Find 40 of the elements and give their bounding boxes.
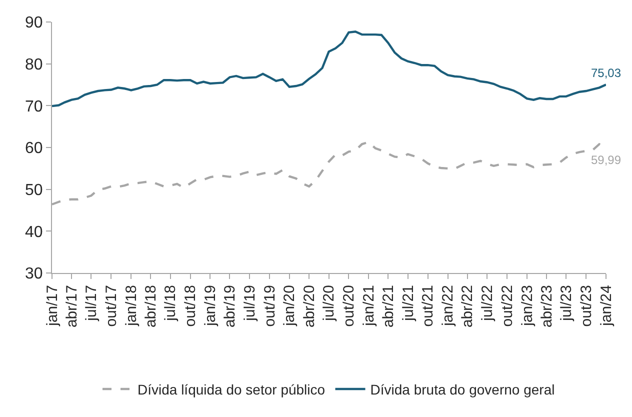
y-tick-label: 90 [25,14,43,32]
x-tick-label: jan/18 [122,285,140,327]
x-tick-label: jan/21 [360,285,378,327]
x-tick-label: jul/22 [478,285,496,322]
x-tick-label: abr/20 [300,285,318,328]
x-tick-label: jan/23 [518,285,536,327]
x-tick-label: jul/17 [83,285,100,322]
legend-label: Dívida bruta do governo geral [370,381,555,398]
x-tick-label: jul/19 [241,285,258,322]
x-tick-label: jan/17 [44,285,61,327]
x-tick-label: jan/20 [281,285,298,327]
y-tick-label: 80 [25,56,43,74]
y-tick-label: 40 [25,224,43,241]
y-tick-label: 30 [25,266,43,283]
x-tick-label: out/23 [578,285,595,327]
y-tick-label: 60 [25,140,43,158]
x-tick-label: jan/22 [440,285,457,327]
x-tick-label: abr/22 [459,285,476,328]
annotation: 75,03 [591,66,622,80]
x-tick-label: jan/19 [202,285,220,327]
x-tick-label: abr/23 [538,285,556,328]
legend-label: Dívida líquida do setor público [138,381,326,398]
x-tick-label: out/21 [420,285,437,327]
x-tick-label: jul/21 [400,285,417,322]
x-tick-label: jul/20 [320,285,338,322]
x-tick-label: jul/18 [162,285,180,322]
x-tick-label: out/22 [498,285,516,327]
y-tick-label: 50 [25,182,43,199]
x-tick-label: out/19 [261,285,278,327]
x-tick-label: abr/18 [142,285,160,328]
x-tick-label: out/20 [340,285,358,327]
x-tick-label: abr/21 [380,285,398,328]
x-tick-label: jul/23 [558,285,575,322]
x-tick-label: out/17 [103,285,120,327]
x-tick-label: abr/17 [63,285,80,328]
x-tick-label: abr/19 [222,285,239,328]
y-tick-label: 70 [25,98,43,116]
x-tick-label: out/18 [182,285,200,327]
annotation: 59,99 [591,153,622,167]
x-tick-label: jan/24 [598,285,615,327]
